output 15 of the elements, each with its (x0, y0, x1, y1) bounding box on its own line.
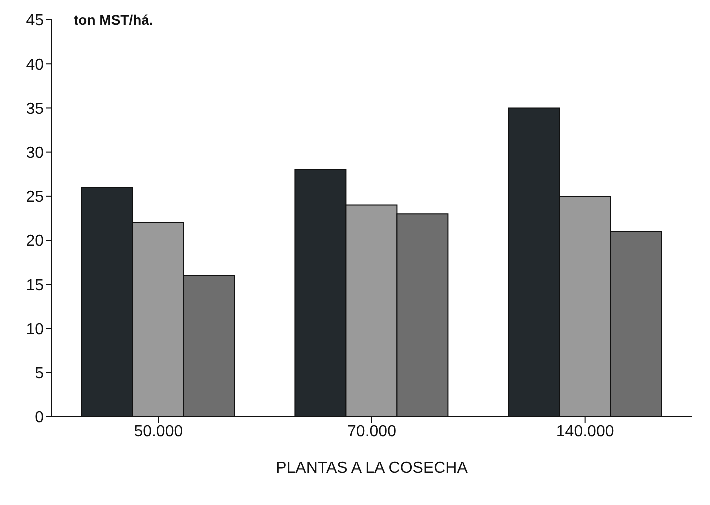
y-axis-title: ton MST/há. (74, 12, 154, 28)
y-tick-label: 5 (35, 366, 44, 383)
y-tick-label: 0 (35, 410, 44, 427)
x-axis-title: PLANTAS A LA COSECHA (276, 460, 468, 477)
y-tick-label: 15 (26, 277, 44, 294)
y-tick-label: 10 (26, 321, 44, 338)
x-tick-label: 140.000 (556, 423, 614, 440)
y-tick-label: 25 (26, 189, 44, 206)
x-tick-label: 70.000 (348, 423, 397, 440)
y-tick-label: 40 (26, 56, 44, 74)
y-tick-label: 45 (26, 12, 44, 30)
y-tick-label: 20 (26, 233, 44, 250)
x-tick-label: 50.000 (134, 423, 184, 440)
y-tick-label: 35 (26, 100, 44, 118)
y-tick-label: 30 (26, 145, 44, 162)
